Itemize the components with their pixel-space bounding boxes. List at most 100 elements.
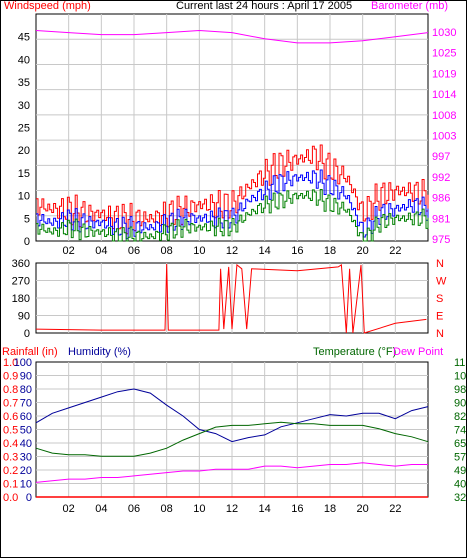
windspeed-tick-label: 10 xyxy=(18,191,30,203)
temperature-tick-label: 98 xyxy=(454,384,466,396)
humidity-tick-label: 50 xyxy=(20,425,32,437)
temperature-tick-label: 49 xyxy=(454,465,466,477)
climate-x-tick-label: 22 xyxy=(389,503,401,515)
windspeed-tick-label: 5 xyxy=(24,213,30,225)
barometer-tick-label: 992 xyxy=(432,172,450,184)
temperature-tick-label: 82 xyxy=(454,411,466,423)
climate-x-tick-label: 12 xyxy=(226,503,238,515)
direction-compass-label: S xyxy=(436,293,443,305)
humidity-tick-label: 80 xyxy=(20,384,32,396)
climate-x-tick-label: 20 xyxy=(357,503,369,515)
wind-direction-series xyxy=(35,263,427,334)
wind-gust-series xyxy=(36,144,429,235)
wind-x-tick-label: 08 xyxy=(161,245,173,257)
direction-compass-label: N xyxy=(436,258,444,270)
dewpoint-label: Dew Point xyxy=(393,346,444,358)
temperature-series xyxy=(35,421,429,457)
rainfall-tick-label: 0.3 xyxy=(3,452,18,464)
humidity-tick-label: 100 xyxy=(14,357,32,369)
climate-x-tick-label: 14 xyxy=(259,503,271,515)
chart-title: Current last 24 hours : April 17 2005 xyxy=(176,0,353,12)
wind-x-tick-label: 02 xyxy=(63,245,75,257)
wind-x-tick-label: 20 xyxy=(357,245,369,257)
rainfall-tick-label: 0.1 xyxy=(3,479,18,491)
direction-compass-label: W xyxy=(436,276,447,288)
climate-x-tick-label: 04 xyxy=(95,503,107,515)
rainfall-tick-label: 0.4 xyxy=(3,438,18,450)
temperature-tick-label: 40 xyxy=(454,479,466,491)
barometer-tick-label: 975 xyxy=(432,234,450,246)
rainfall-label: Rainfall (in) xyxy=(2,346,58,358)
direction-tick-label: 90 xyxy=(18,311,30,323)
temperature-tick-label: 90 xyxy=(454,398,466,410)
wind-average-series xyxy=(36,169,429,240)
windspeed-tick-label: 45 xyxy=(18,32,30,44)
rainfall-tick-label: 0.0 xyxy=(3,492,18,504)
windspeed-tick-label: 20 xyxy=(18,145,30,157)
wind-x-tick-label: 10 xyxy=(193,245,205,257)
climate-x-tick-label: 10 xyxy=(193,503,205,515)
humidity-tick-label: 40 xyxy=(20,438,32,450)
wind-x-tick-label: 04 xyxy=(95,245,107,257)
barometer-tick-label: 1019 xyxy=(432,68,456,80)
barometer-label: Barometer (mb) xyxy=(371,0,449,12)
temperature-label: Temperature (°F) xyxy=(313,346,397,358)
rainfall-tick-label: 0.6 xyxy=(3,411,18,423)
direction-compass-label: E xyxy=(436,311,443,323)
humidity-tick-label: 10 xyxy=(20,479,32,491)
humidity-series xyxy=(35,388,429,443)
rainfall-tick-label: 0.5 xyxy=(3,425,18,437)
direction-tick-label: 0 xyxy=(24,328,30,340)
wind-x-tick-label: 22 xyxy=(389,245,401,257)
wind-x-tick-label: 16 xyxy=(291,245,303,257)
climate-x-tick-label: 18 xyxy=(324,503,336,515)
rainfall-tick-label: 0.7 xyxy=(3,398,18,410)
wind-x-tick-label: 12 xyxy=(226,245,238,257)
rainfall-tick-label: 1.0 xyxy=(3,357,18,369)
humidity-tick-label: 90 xyxy=(20,371,32,383)
barometer-series xyxy=(35,29,429,44)
windspeed-tick-label: 0 xyxy=(24,236,30,248)
barometer-tick-label: 1025 xyxy=(432,48,456,60)
barometer-tick-label: 981 xyxy=(432,213,450,225)
windspeed-tick-label: 40 xyxy=(18,54,30,66)
temperature-tick-label: 74 xyxy=(454,425,466,437)
windspeed-tick-label: 15 xyxy=(18,168,30,180)
windspeed-tick-label: 25 xyxy=(18,123,30,135)
temperature-tick-label: 107 xyxy=(454,371,466,383)
rainfall-tick-label: 0.9 xyxy=(3,371,18,383)
humidity-tick-label: 30 xyxy=(20,452,32,464)
humidity-label: Humidity (%) xyxy=(68,346,131,358)
barometer-tick-label: 1003 xyxy=(432,131,456,143)
temperature-tick-label: 32 xyxy=(454,492,466,504)
barometer-tick-label: 986 xyxy=(432,193,450,205)
climate-x-tick-label: 02 xyxy=(63,503,75,515)
windspeed-label: Windspeed (mph) xyxy=(4,0,91,12)
wind-x-tick-label: 06 xyxy=(128,245,140,257)
humidity-tick-label: 20 xyxy=(20,465,32,477)
wind-x-tick-label: 18 xyxy=(324,245,336,257)
windspeed-tick-label: 30 xyxy=(18,100,30,112)
barometer-tick-label: 1008 xyxy=(432,110,456,122)
humidity-tick-label: 0 xyxy=(26,492,32,504)
rainfall-tick-label: 0.8 xyxy=(3,384,18,396)
wind-low-series xyxy=(36,189,429,242)
temperature-tick-label: 115 xyxy=(454,357,466,369)
humidity-tick-label: 60 xyxy=(20,411,32,423)
wind-x-tick-label: 14 xyxy=(259,245,271,257)
direction-tick-label: 180 xyxy=(12,293,30,305)
windspeed-tick-label: 35 xyxy=(18,77,30,89)
climate-x-tick-label: 16 xyxy=(291,503,303,515)
humidity-tick-label: 70 xyxy=(20,398,32,410)
rainfall-tick-label: 0.2 xyxy=(3,465,18,477)
direction-compass-label: N xyxy=(436,328,444,340)
temperature-tick-label: 57 xyxy=(454,452,466,464)
climate-x-tick-label: 06 xyxy=(128,503,140,515)
dew-point-series xyxy=(35,462,428,483)
direction-tick-label: 270 xyxy=(12,276,30,288)
direction-tick-label: 360 xyxy=(12,258,30,270)
barometer-tick-label: 1014 xyxy=(432,89,456,101)
barometer-tick-label: 1030 xyxy=(432,27,456,39)
